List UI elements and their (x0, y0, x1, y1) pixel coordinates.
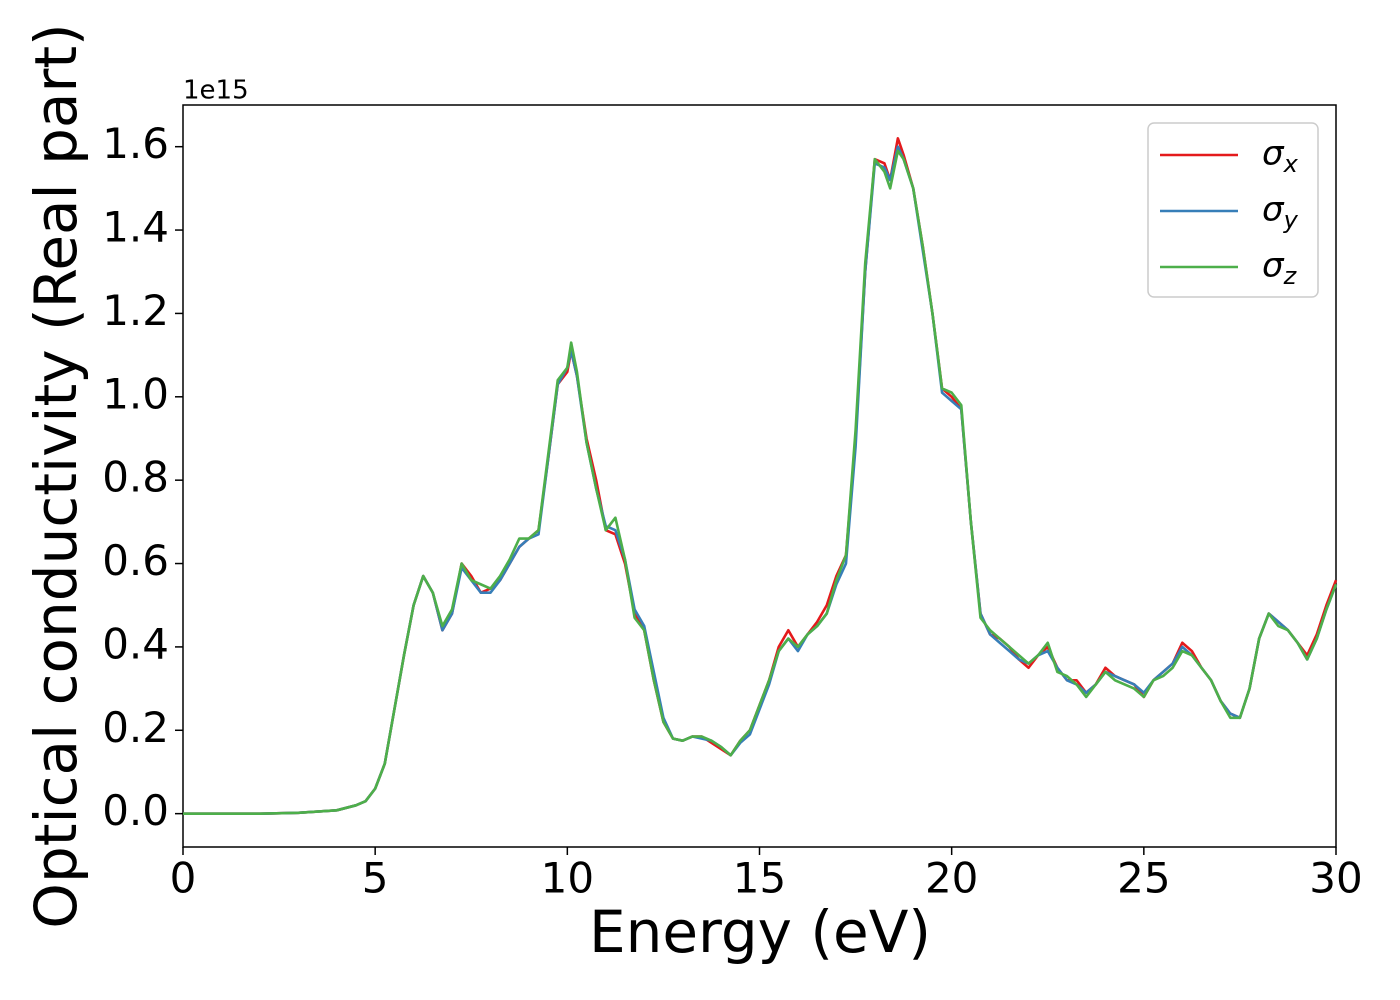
y-tick-label: 1.6 (102, 119, 169, 168)
x-tick-label: 15 (733, 854, 786, 903)
y-tick-label: 0.6 (102, 536, 169, 585)
y-tick-label: 1.2 (102, 286, 169, 335)
x-tick-label: 5 (362, 854, 389, 903)
x-tick-label: 30 (1309, 854, 1362, 903)
x-tick-label: 20 (925, 854, 978, 903)
y-tick-label: 0.8 (102, 453, 169, 502)
y-tick-label: 1.4 (102, 203, 169, 252)
y-axis-label: Optical conductivity (Real part) (22, 23, 90, 928)
y-tick-label: 0.2 (102, 703, 169, 752)
series-line (183, 149, 1338, 815)
x-tick-label: 10 (541, 854, 594, 903)
x-tick-label: 0 (170, 854, 197, 903)
y-tick-label: 0.4 (102, 619, 169, 668)
y-tick-label: 1.0 (102, 369, 169, 418)
y-offset-label: 1e15 (183, 76, 249, 106)
x-tick-label: 25 (1117, 854, 1170, 903)
y-tick-label: 0.0 (102, 786, 169, 835)
x-axis-label: Energy (eV) (589, 898, 931, 966)
